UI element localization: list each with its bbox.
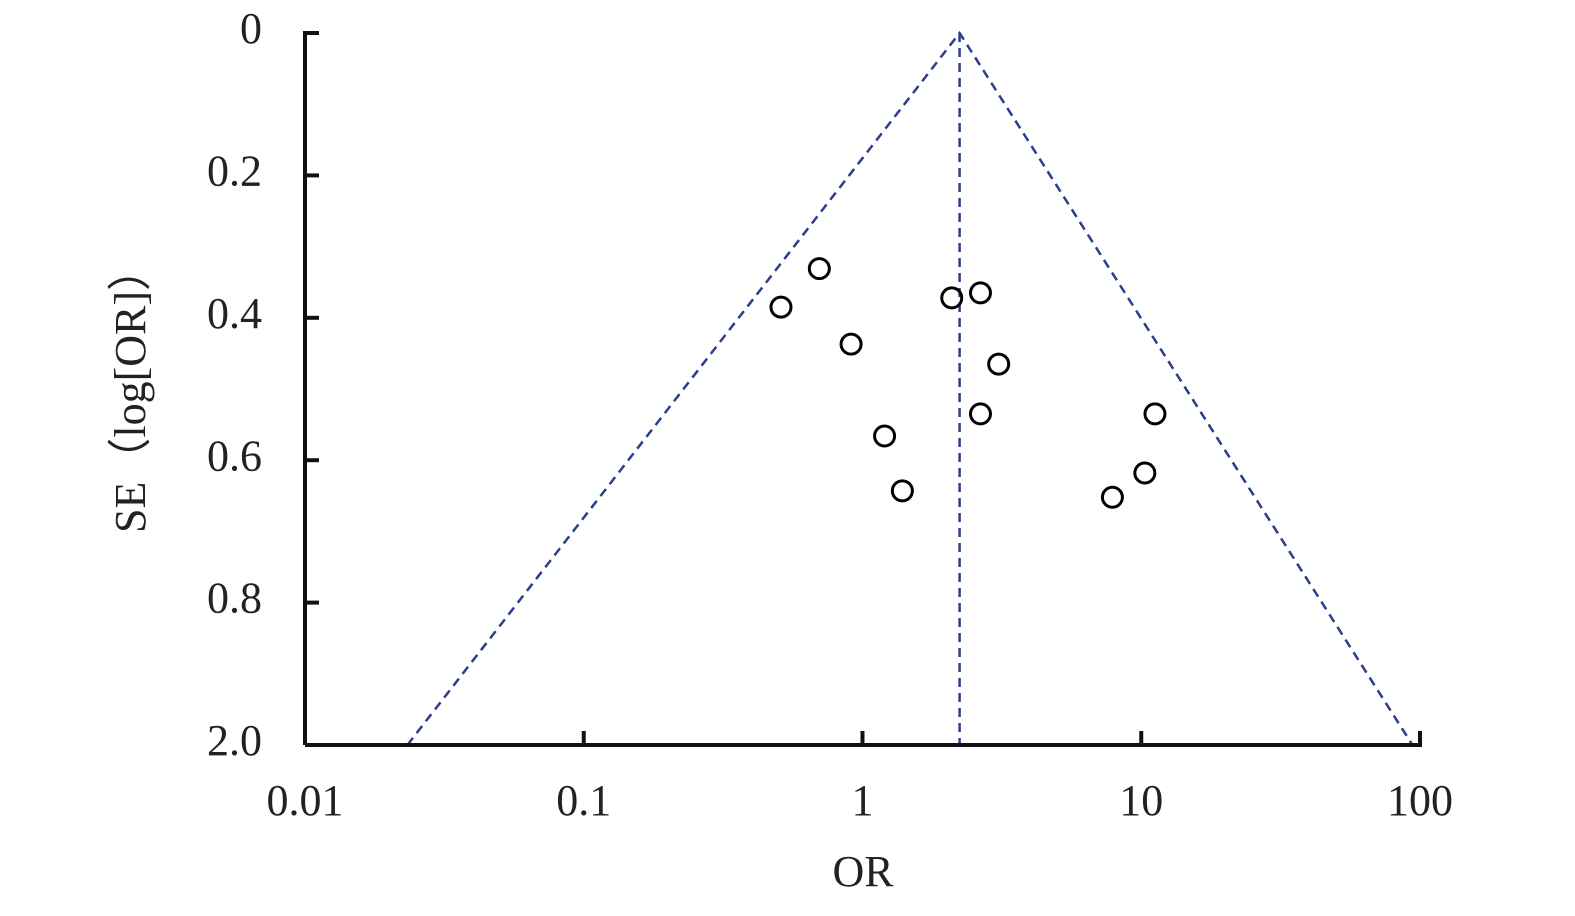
- data-point: [987, 352, 1011, 376]
- y-tick-label: 0.8: [207, 574, 262, 623]
- x-tick-label: 1: [852, 776, 874, 825]
- y-tick-label: 2.0: [207, 716, 262, 765]
- data-point: [940, 286, 964, 310]
- y-tick-label: 0.4: [207, 289, 262, 338]
- data-point: [873, 424, 897, 448]
- x-axis-title: OR: [832, 847, 894, 896]
- y-axis-title: SE（log[OR]）: [106, 247, 155, 533]
- data-point: [769, 295, 793, 319]
- data-point: [839, 332, 863, 356]
- data-point: [1100, 485, 1124, 509]
- x-tick-label: 0.1: [556, 776, 611, 825]
- data-point: [1143, 402, 1167, 426]
- data-point: [968, 402, 992, 426]
- x-tick-label: 10: [1119, 776, 1163, 825]
- data-point: [807, 257, 831, 281]
- data-point: [890, 479, 914, 503]
- y-tick-label: 0.2: [207, 146, 262, 195]
- x-tick-label: 0.01: [267, 776, 344, 825]
- y-tick-label: 0.6: [207, 431, 262, 480]
- x-tick-label: 100: [1387, 776, 1453, 825]
- y-tick-label: 0: [240, 4, 262, 53]
- data-point: [968, 281, 992, 305]
- data-point: [1133, 461, 1157, 485]
- funnel-line: [406, 30, 1414, 746]
